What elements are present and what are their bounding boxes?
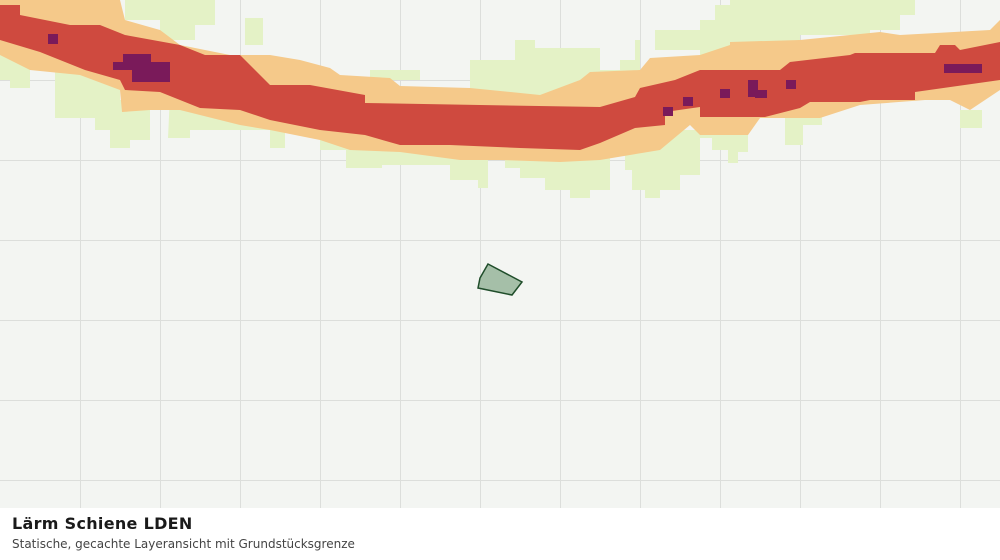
map-title: Lärm Schiene LDEN (12, 514, 193, 533)
noise-zone-high (0, 5, 1000, 150)
map-subtitle: Statische, gecachte Layeransicht mit Gru… (12, 537, 355, 551)
noise-zone-medium (0, 0, 1000, 162)
noise-zone-very-high (48, 34, 982, 116)
map (0, 0, 1000, 508)
footer: Lärm Schiene LDEN Statische, gecachte La… (0, 508, 1000, 560)
parcel-boundary (477, 262, 524, 296)
